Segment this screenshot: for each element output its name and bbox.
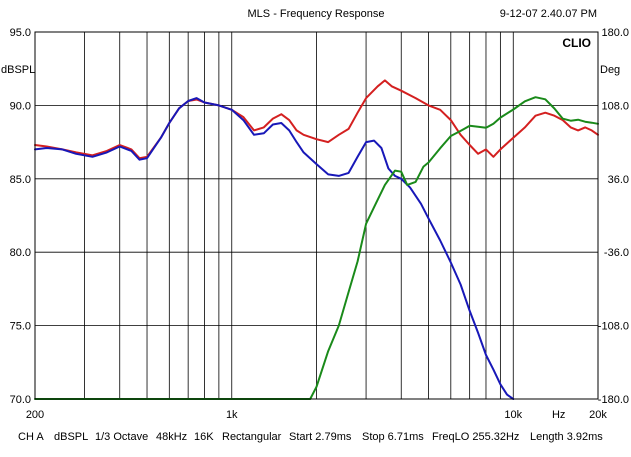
y2-tick-label: -108.0 bbox=[598, 321, 629, 333]
y-tick-label: 80.0 bbox=[10, 247, 31, 259]
y2-tick-label: 180.0 bbox=[601, 27, 629, 39]
series-line-2 bbox=[34, 97, 515, 400]
y2-tick-label: -180.0 bbox=[598, 394, 629, 406]
y2-tick-label: -36.0 bbox=[604, 247, 629, 259]
y-tick-label: 75.0 bbox=[10, 321, 31, 333]
y-tick-label: 70.0 bbox=[10, 394, 31, 406]
series-line-3 bbox=[34, 96, 599, 400]
grid-layer bbox=[35, 32, 598, 399]
y-tick-label: 90.0 bbox=[10, 100, 31, 112]
y-tick-label: 85.0 bbox=[10, 174, 31, 186]
footer-unit: dBSPL bbox=[54, 431, 88, 443]
x-tick-label: 10k bbox=[504, 409, 522, 421]
plot-frame bbox=[34, 31, 599, 400]
y2-tick-label: 36.0 bbox=[608, 174, 629, 186]
footer-stop: Stop 6.71ms bbox=[362, 431, 424, 443]
footer-size: 16K bbox=[194, 431, 214, 443]
y-tick-label: 95.0 bbox=[10, 27, 31, 39]
timestamp: 9-12-07 2.40.07 PM bbox=[500, 8, 597, 20]
footer-length: Length 3.92ms bbox=[530, 431, 603, 443]
x-tick-label: 20k bbox=[589, 409, 607, 421]
chart-title: MLS - Frequency Response bbox=[248, 8, 385, 20]
footer-channel: CH A bbox=[18, 431, 44, 443]
ticks-layer: 95.0 90.0 85.0 80.0 75.0 70.0 180.0 108.0 36.0 -3… bbox=[10, 27, 629, 421]
y2-tick-label: 108.0 bbox=[601, 100, 629, 112]
x-tick-label: 1k bbox=[226, 409, 238, 421]
footer-sample-rate: 48kHz bbox=[156, 431, 187, 443]
footer-window: Rectangular bbox=[222, 431, 282, 443]
footer-start: Start 2.79ms bbox=[289, 431, 352, 443]
y2-axis-label: Deg bbox=[600, 64, 620, 76]
y-axis-label: dBSPL bbox=[1, 64, 35, 76]
footer-bar: CH A dBSPL 1/3 Octave 48kHz 16K Rectangu… bbox=[18, 431, 603, 443]
footer-smoothing: 1/3 Octave bbox=[95, 431, 148, 443]
series-layer bbox=[34, 79, 599, 400]
clio-logo: CLIO bbox=[562, 36, 591, 50]
footer-freq-lo: FreqLO 255.32Hz bbox=[432, 431, 519, 443]
x-tick-label: Hz bbox=[552, 409, 565, 421]
x-tick-label: 200 bbox=[26, 409, 44, 421]
